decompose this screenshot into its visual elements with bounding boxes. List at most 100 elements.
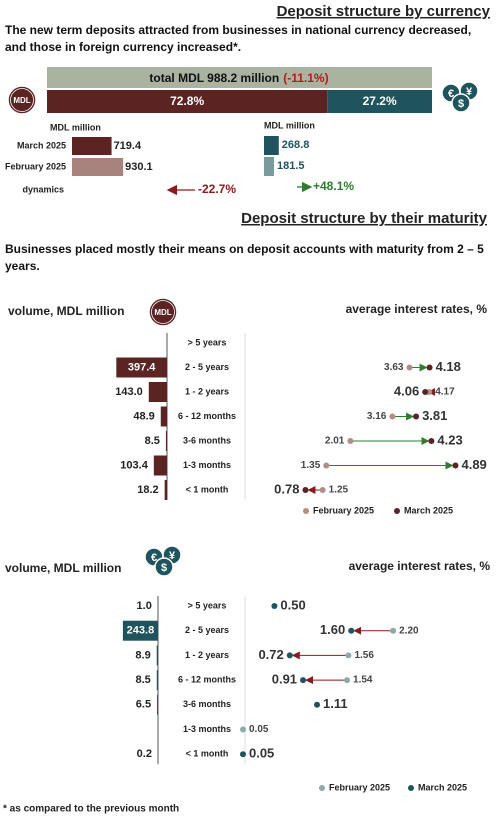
rate-value: 4.17	[435, 387, 455, 398]
currency-coin	[451, 93, 471, 113]
rate-dot	[428, 438, 435, 444]
volume-value: 18.2	[137, 484, 158, 496]
rate-dot	[452, 462, 459, 469]
volume-value: 6.5	[136, 699, 151, 711]
rate-dot	[239, 726, 246, 733]
rate-value: 0.05	[249, 746, 274, 761]
rate-value: 1.56	[354, 650, 374, 661]
category-label: > 5 years	[188, 337, 227, 347]
period-label: February 2025	[5, 161, 66, 171]
volume-label: volume, MDL million	[5, 561, 121, 575]
period-label: March 2025	[17, 140, 66, 150]
rate-dot	[302, 487, 309, 493]
rate-dot	[389, 413, 396, 420]
currency-symbol: $	[161, 562, 167, 574]
rate-dot	[344, 677, 351, 684]
volume-bar	[153, 455, 167, 476]
currency-symbol: €	[448, 88, 454, 100]
rate-dot	[323, 462, 330, 469]
share-bar	[327, 90, 432, 113]
volume-label: volume, MDL million	[8, 304, 124, 318]
rate-dot	[319, 487, 326, 493]
legend-label: March 2025	[418, 782, 467, 792]
national-bar	[72, 137, 112, 155]
rate-dot	[314, 701, 321, 708]
rate-value: 1.60	[320, 622, 345, 637]
volume-value: 1.0	[137, 600, 152, 612]
unit-label: MDL million	[264, 120, 315, 130]
category-label: 3-6 months	[183, 435, 231, 445]
rate-value: 1.25	[329, 485, 349, 496]
intro-text: The new term deposits attracted from bus…	[5, 23, 472, 54]
category-label: 6 - 12 months	[178, 411, 236, 421]
currency-symbol: ¥	[466, 86, 473, 98]
badge-text: MDL	[154, 308, 171, 317]
national-value: 719.4	[114, 140, 142, 152]
category-label: 1 - 2 years	[185, 650, 229, 660]
total-label: total MDL 988.2 million (-11.1%)	[149, 71, 328, 85]
rate-dot	[271, 603, 278, 609]
rate-value: 1.54	[353, 675, 373, 686]
rate-dot	[390, 627, 397, 634]
volume-bar	[156, 670, 158, 691]
volume-bar	[122, 620, 158, 641]
volume-value: 8.9	[135, 649, 150, 661]
rate-value: 3.81	[422, 408, 447, 423]
currency-symbol: $	[458, 98, 464, 110]
rate-value: 1.11	[323, 696, 348, 711]
rate-value: 2.20	[399, 625, 419, 636]
rate-dot	[422, 389, 429, 395]
rate-value: 0.05	[249, 724, 269, 735]
mdl-badge	[7, 85, 37, 115]
legend-label: February 2025	[329, 782, 390, 792]
category-label: < 1 month	[186, 484, 229, 494]
volume-value: 0.2	[137, 748, 152, 760]
foreign-bar	[264, 136, 279, 155]
national-dynamics: -22.7%	[198, 182, 236, 196]
category-label: > 5 years	[188, 600, 227, 610]
foreign-dynamics: +48.1%	[313, 179, 354, 193]
mdl-badge-ring	[10, 88, 34, 112]
rate-dot	[348, 627, 355, 634]
volume-bar	[148, 382, 167, 402]
volume-value: 103.4	[120, 459, 148, 471]
share-bar	[47, 90, 328, 113]
legend-label: March 2025	[404, 505, 453, 515]
volume-value: 8.5	[135, 674, 150, 686]
rate-dot	[300, 677, 307, 684]
rate-value: 4.89	[461, 457, 486, 472]
rate-dot	[426, 364, 433, 371]
foreign-bar	[264, 157, 274, 176]
volume-bar	[160, 406, 167, 427]
currency-coin	[154, 557, 174, 577]
category-label: 1 - 2 years	[185, 386, 229, 396]
section-title: Deposit structure by currency	[277, 3, 491, 20]
volume-value: 48.9	[133, 410, 154, 422]
share-label: 72.8%	[170, 94, 204, 108]
category-label: 6 - 12 months	[178, 674, 236, 684]
badge-text: MDL	[13, 96, 30, 105]
legend-dot	[303, 508, 309, 514]
share-label: 27.2%	[363, 94, 397, 108]
national-bar	[72, 158, 124, 176]
national-value: 930.1	[125, 161, 153, 173]
unit-label: MDL million	[50, 122, 101, 132]
rate-value: 0.91	[272, 672, 297, 687]
rate-value: 0.78	[274, 481, 299, 496]
maturity-text: Businesses placed mostly their means on …	[5, 242, 484, 273]
mdl-badge-ring	[151, 300, 175, 324]
legend-label: February 2025	[313, 505, 374, 515]
rate-dot	[286, 652, 293, 659]
mdl-badge	[148, 297, 178, 327]
foreign-value: 268.8	[282, 139, 310, 151]
category-label: 1-3 months	[183, 724, 231, 734]
volume-value: 397.4	[128, 361, 156, 373]
category-label: < 1 month	[186, 749, 229, 759]
rate-value: 0.50	[280, 597, 305, 612]
section-title: Deposit structure by their maturity	[241, 210, 488, 227]
volume-bar	[157, 694, 158, 715]
legend-dot	[394, 508, 400, 514]
volume-bar	[156, 645, 158, 666]
